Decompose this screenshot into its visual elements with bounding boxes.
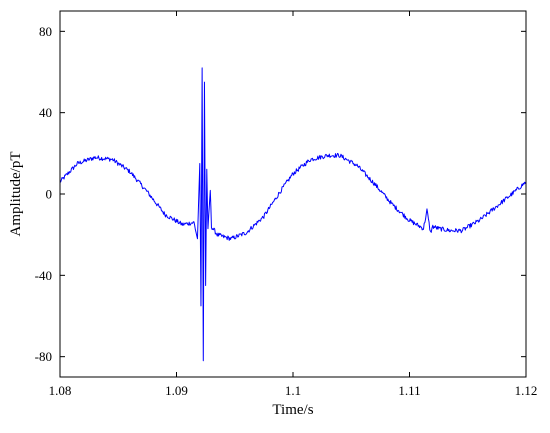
plot-area	[60, 67, 526, 362]
x-tick-label: 1.08	[49, 383, 72, 398]
axes: 1.08 1.09 1.1 1.11 1.12 -80 -40 0 40 80	[35, 10, 538, 398]
y-tick-label: 0	[46, 187, 53, 202]
x-tick-label: 1.09	[165, 383, 188, 398]
x-tick-label: 1.1	[285, 383, 301, 398]
x-tick-label: 1.12	[515, 383, 538, 398]
y-tick-label: 40	[39, 105, 52, 120]
axes-frame	[59, 10, 527, 378]
x-tick-label: 1.11	[398, 383, 420, 398]
y-tick-label: -40	[35, 268, 52, 283]
y-tick-label: 80	[39, 24, 52, 39]
signal-series-line	[60, 67, 526, 362]
x-axis-title: Time/s	[272, 402, 313, 418]
y-tick-label: -80	[35, 349, 52, 364]
y-axis-title: Amplitude/pT	[8, 152, 24, 237]
axis-labels: Time/s Amplitude/pT	[8, 152, 314, 419]
